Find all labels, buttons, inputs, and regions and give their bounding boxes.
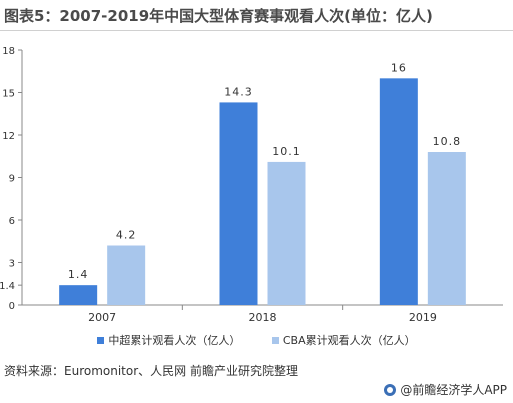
y-tick-label: 6 <box>9 216 15 227</box>
brand-credit: @前瞻经济学人APP <box>384 381 507 398</box>
y-tick-label: 0 <box>9 301 15 312</box>
bar <box>59 285 98 305</box>
legend-label-series2: CBA累计观看人次（亿人） <box>282 334 416 347</box>
chart-title: 图表5：2007-2019年中国大型体育赛事观看人次(单位：亿人) <box>4 7 433 25</box>
data-label: 14.3 <box>224 85 253 98</box>
y-tick-label: 3 <box>9 259 15 270</box>
y-tick-label: 1.4 <box>0 281 15 292</box>
source-note: 资料来源：Euromonitor、人民网 前瞻产业研究院整理 <box>4 364 298 378</box>
bar-chart: 0 1.4 3 6 9 12 15 18 2007 1.4 4.2 2018 14.3 10.1 2019 1… <box>0 46 503 324</box>
chart-legend: 中超累计观看人次（亿人） CBA累计观看人次（亿人） <box>0 332 513 348</box>
data-label: 16 <box>391 61 407 74</box>
y-tick-label: 9 <box>9 174 15 185</box>
data-label: 4.2 <box>116 229 137 242</box>
data-label: 10.1 <box>272 145 301 158</box>
brand-text: @前瞻经济学人APP <box>400 383 507 397</box>
y-tick-label: 12 <box>2 131 15 142</box>
bar <box>379 78 418 305</box>
x-tick-label: 2019 <box>409 311 437 324</box>
legend-item-series2: CBA累计观看人次（亿人） <box>271 332 416 348</box>
data-label: 10.8 <box>433 135 462 148</box>
legend-item-series1: 中超累计观看人次（亿人） <box>97 332 240 348</box>
bar <box>219 102 258 306</box>
legend-swatch-series1 <box>97 336 105 344</box>
bar <box>427 152 466 305</box>
brand-logo-icon <box>384 383 397 396</box>
x-tick-label: 2007 <box>88 311 116 324</box>
legend-swatch-series2 <box>271 336 279 344</box>
y-tick-label: 15 <box>2 89 15 100</box>
title-divider <box>0 30 513 31</box>
bar <box>267 161 306 305</box>
x-tick-label: 2018 <box>249 311 277 324</box>
data-label: 1.4 <box>68 268 89 281</box>
legend-label-series1: 中超累计观看人次（亿人） <box>108 334 241 347</box>
y-tick-label: 18 <box>2 46 15 57</box>
bar <box>107 245 146 305</box>
